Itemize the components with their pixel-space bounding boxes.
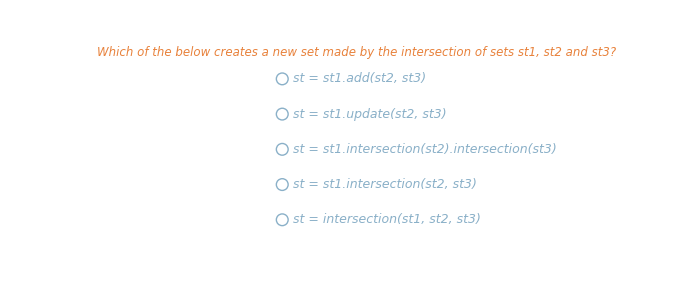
Text: st = st1.add(st2, st3): st = st1.add(st2, st3) xyxy=(293,72,426,85)
Text: st = st1.update(st2, st3): st = st1.update(st2, st3) xyxy=(293,108,446,120)
Text: st = intersection(st1, st2, st3): st = intersection(st1, st2, st3) xyxy=(293,213,481,226)
Text: Which of the below creates a new set made by the intersection of sets st1, st2 a: Which of the below creates a new set mad… xyxy=(97,46,617,59)
Text: st = st1.intersection(st2, st3): st = st1.intersection(st2, st3) xyxy=(293,178,477,191)
Text: st = st1.intersection(st2).intersection(st3): st = st1.intersection(st2).intersection(… xyxy=(293,143,557,156)
